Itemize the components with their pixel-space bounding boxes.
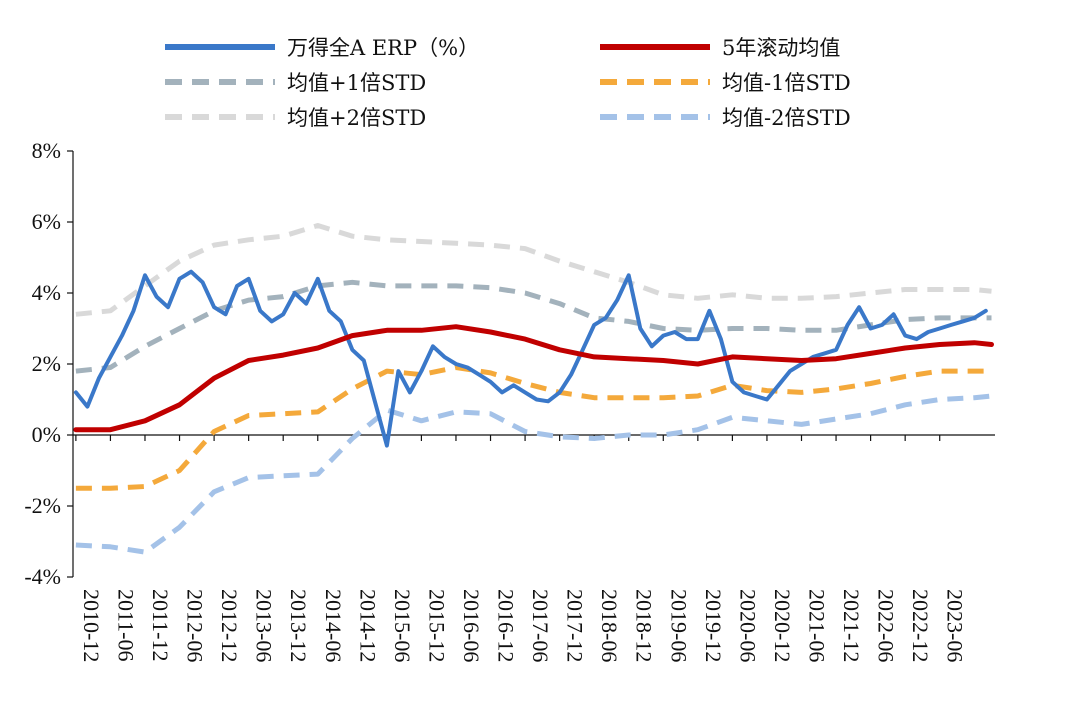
x-tick-label: 2016-12: [494, 589, 519, 662]
legend-label: 均值-1倍STD: [722, 71, 851, 95]
y-tick-label: -2%: [24, 493, 61, 518]
x-tick-label: 2017-12: [563, 589, 588, 662]
x-tick-label: 2022-12: [908, 589, 933, 662]
x-tick-label: 2018-12: [632, 589, 657, 662]
x-tick-label: 2015-12: [424, 589, 449, 662]
legend-label: 5年滚动均值: [722, 36, 840, 60]
series-line-1: [73, 324, 994, 433]
x-tick-label: 2019-06: [666, 589, 691, 662]
x-tick-label: 2018-06: [597, 589, 622, 662]
x-tick-label: 2022-06: [874, 589, 899, 662]
legend-item-0: 万得全A ERP（%）: [165, 36, 479, 60]
legend-label: 均值-2倍STD: [722, 106, 851, 130]
x-tick-label: 2014-06: [321, 589, 346, 662]
x-tick-label: 2021-06: [805, 589, 830, 662]
y-tick-label: 0%: [32, 422, 61, 447]
legend-item-3: 均值-1倍STD: [600, 71, 851, 95]
x-tick-label: 2023-06: [943, 589, 968, 662]
x-tick-label: 2017-06: [528, 589, 553, 662]
y-tick-label: 6%: [32, 209, 61, 234]
y-tick-label: 4%: [32, 280, 61, 305]
legend-item-1: 5年滚动均值: [600, 36, 840, 60]
x-tick-label: 2013-12: [286, 589, 311, 662]
y-tick-label: -4%: [24, 564, 61, 589]
x-tick-label: 2012-12: [217, 589, 242, 662]
x-tick-label: 2020-12: [770, 589, 795, 662]
series-line-0: [73, 269, 988, 448]
y-tick-label: 2%: [32, 351, 61, 376]
x-tick-label: 2011-06: [113, 589, 138, 662]
series-line-3: [75, 365, 992, 491]
series-line-4: [75, 223, 992, 317]
legend-label: 均值+1倍STD: [287, 71, 426, 95]
x-tick-label: 2016-06: [459, 589, 484, 662]
x-tick-label: 2021-12: [839, 589, 864, 662]
legend-label: 万得全A ERP（%）: [287, 36, 479, 60]
series-line-5: [75, 393, 992, 555]
x-tick-label: 2020-06: [735, 589, 760, 662]
x-tick-label: 2013-06: [252, 589, 277, 662]
x-tick-label: 2010-12: [79, 589, 104, 662]
x-tick-label: 2012-06: [183, 589, 208, 662]
legend-label: 均值+2倍STD: [287, 106, 426, 130]
y-tick-label: 8%: [32, 138, 61, 163]
x-tick-label: 2019-12: [701, 589, 726, 662]
legend-item-4: 均值+2倍STD: [165, 106, 426, 130]
legend-item-5: 均值-2倍STD: [600, 106, 851, 130]
series-line-2: [75, 279, 992, 374]
x-tick-label: 2015-06: [390, 589, 415, 662]
x-tick-label: 2011-12: [148, 589, 173, 662]
x-tick-label: 2014-12: [355, 589, 380, 662]
legend-item-2: 均值+1倍STD: [165, 71, 426, 95]
